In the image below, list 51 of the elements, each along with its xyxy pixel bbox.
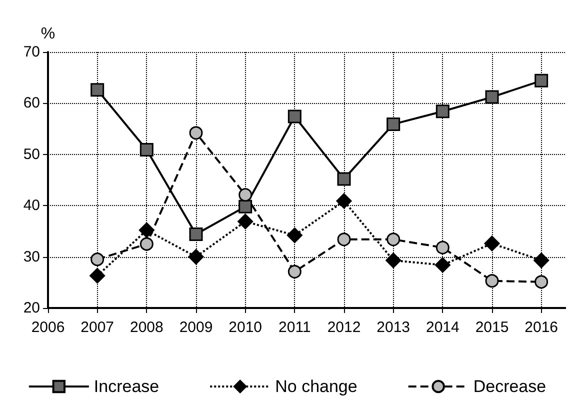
y-tick-label: 60 [23, 94, 40, 112]
legend-label: Decrease [473, 377, 546, 396]
x-tick-label: 2007 [80, 319, 114, 336]
point [337, 172, 351, 186]
point [436, 104, 450, 118]
point [485, 274, 499, 288]
point [386, 117, 400, 131]
x-tick-label: 2014 [426, 319, 460, 336]
x-tick-label: 2016 [524, 319, 558, 336]
point [90, 83, 104, 97]
y-axis-title: % [40, 26, 56, 42]
y-tick-label: 30 [23, 248, 40, 266]
y-tick-label: 20 [23, 300, 40, 316]
point [436, 240, 450, 254]
point [238, 214, 254, 230]
point [534, 252, 550, 268]
point [138, 222, 154, 238]
x-tick-label: 2011 [278, 319, 311, 336]
point [485, 90, 499, 104]
point [288, 264, 302, 278]
point [140, 143, 154, 157]
legend-label: Increase [94, 377, 160, 396]
point [286, 228, 302, 244]
x-tick-label: 2010 [228, 319, 262, 336]
x-tick-label: 2012 [327, 319, 361, 336]
x-tick-label: 2015 [475, 319, 509, 336]
point [484, 236, 500, 252]
point [90, 268, 106, 284]
point [534, 275, 548, 289]
point [238, 200, 252, 214]
point [434, 257, 450, 273]
point [288, 110, 302, 124]
point [188, 249, 204, 265]
y-tick-label: 40 [23, 197, 40, 214]
y-tick-label: 70 [23, 44, 40, 60]
x-tick-label: 2008 [130, 319, 164, 336]
point [336, 193, 352, 209]
point [189, 126, 203, 140]
point [534, 74, 548, 88]
point [238, 188, 252, 202]
x-tick-label: 2006 [31, 319, 65, 336]
point [189, 228, 203, 242]
y-tick-label: 50 [23, 146, 40, 163]
point [140, 237, 154, 251]
x-tick-label: 2013 [376, 319, 410, 336]
x-tick-label: 2009 [179, 319, 213, 336]
point [386, 252, 402, 268]
point [386, 232, 400, 246]
point [337, 232, 351, 246]
legend-label: No change [275, 377, 358, 396]
point [90, 252, 104, 266]
